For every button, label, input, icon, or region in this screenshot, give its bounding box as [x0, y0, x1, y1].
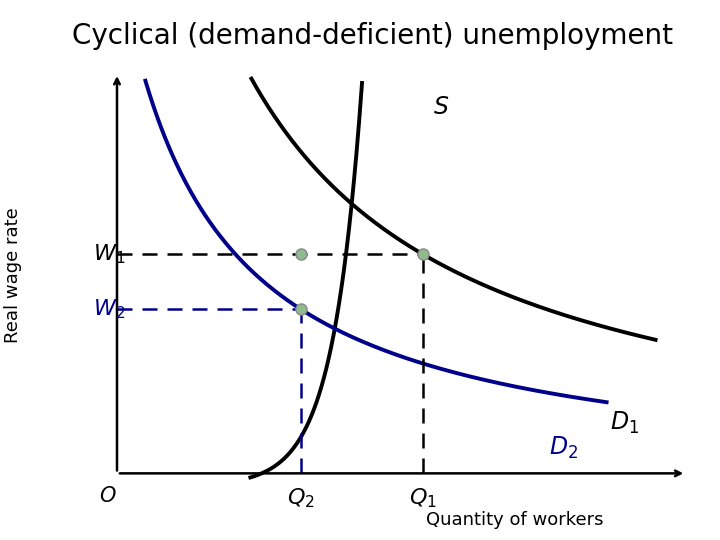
Text: $W_2$: $W_2$ — [92, 298, 125, 321]
Text: $Q_2$: $Q_2$ — [287, 486, 315, 510]
Text: $W_1$: $W_1$ — [92, 242, 125, 266]
Text: Quantity of workers: Quantity of workers — [426, 511, 603, 529]
Text: Cyclical (demand-deficient) unemployment: Cyclical (demand-deficient) unemployment — [72, 22, 673, 50]
Text: $D_2$: $D_2$ — [549, 435, 578, 461]
Text: $Q_1$: $Q_1$ — [409, 486, 437, 510]
Text: $D_1$: $D_1$ — [611, 410, 639, 436]
Text: $S$: $S$ — [433, 95, 449, 119]
Text: $O$: $O$ — [99, 486, 117, 506]
Text: Real wage rate: Real wage rate — [4, 207, 22, 343]
